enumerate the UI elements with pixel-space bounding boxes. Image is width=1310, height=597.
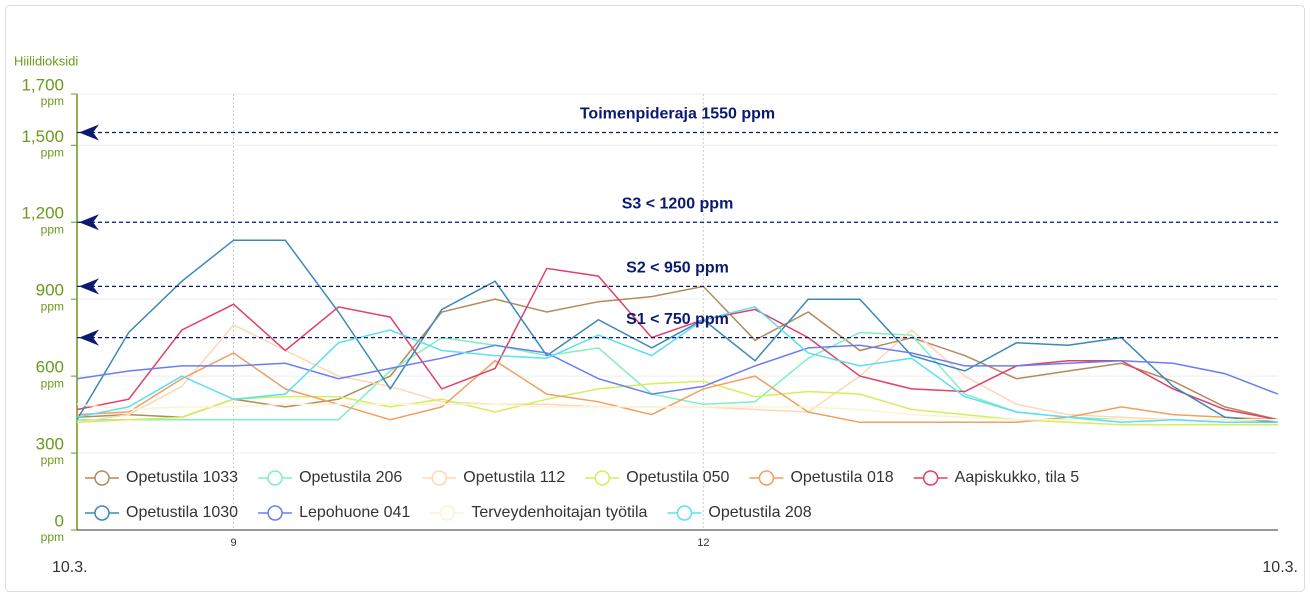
- y-tick-unit: ppm: [41, 145, 64, 159]
- threshold-arrow: [79, 214, 99, 231]
- legend-item: Aapiskukko, tila 5: [913, 469, 1080, 486]
- series-line: [76, 267, 1279, 421]
- legend-item: Opetustila 050: [585, 469, 730, 486]
- legend-marker: [267, 505, 283, 521]
- y-tick-unit: ppm: [41, 222, 64, 236]
- legend-item: Opetustila 018: [749, 469, 894, 486]
- legend-marker: [594, 470, 611, 486]
- y-tick-unit: ppm: [41, 299, 64, 313]
- legend-label: Terveydenhoitajan työtila: [471, 504, 647, 521]
- y-tick-label: 600: [36, 358, 64, 377]
- y-tick-label: 1,700: [21, 75, 64, 94]
- series-line: [76, 352, 1279, 424]
- legend-marker: [267, 470, 283, 486]
- legend-item: Opetustila 1033: [85, 469, 238, 486]
- threshold-label: S1 < 750 ppm: [626, 311, 729, 328]
- x-end-date: 10.3.: [1262, 559, 1298, 576]
- x-start-date: 10.3.: [52, 559, 88, 576]
- legend-marker: [431, 470, 448, 486]
- legend-marker: [439, 505, 456, 521]
- frame: [5, 5, 1305, 592]
- legend-item: Lepohuone 041: [258, 504, 410, 521]
- y-tick-unit: ppm: [41, 453, 64, 467]
- legend-label: Opetustila 050: [626, 469, 729, 486]
- legend-item: Opetustila 206: [258, 469, 402, 486]
- y-axis-label: Hiilidioksidi: [14, 53, 78, 68]
- series-line: [76, 344, 1279, 395]
- threshold-label: S2 < 950 ppm: [626, 260, 729, 277]
- threshold-arrow: [79, 329, 99, 346]
- legend-label: Opetustila 206: [299, 469, 402, 486]
- threshold-arrow: [79, 278, 99, 295]
- y-tick-label: 1,200: [21, 204, 64, 223]
- y-tick-unit: ppm: [41, 530, 64, 544]
- legend-marker: [676, 505, 693, 521]
- threshold-label: S3 < 1200 ppm: [622, 195, 734, 212]
- legend-marker: [758, 470, 775, 486]
- y-tick-unit: ppm: [41, 376, 64, 390]
- legend-label: Aapiskukko, tila 5: [955, 469, 1080, 486]
- y-tick-label: 0: [55, 511, 64, 530]
- legend-item: Opetustila 1030: [85, 504, 238, 521]
- x-tick-label: 9: [231, 537, 237, 549]
- series-line: [76, 403, 1278, 421]
- legend-label: Opetustila 208: [708, 504, 811, 521]
- legend-label: Opetustila 1030: [126, 504, 238, 521]
- legend-item: Terveydenhoitajan työtila: [430, 504, 648, 521]
- series-line: [76, 306, 1278, 424]
- legend-marker: [94, 505, 110, 521]
- legend-item: Opetustila 208: [667, 504, 812, 521]
- legend-item: Opetustila 112: [422, 469, 565, 486]
- threshold-arrow: [79, 124, 99, 141]
- series-line: [76, 285, 1279, 421]
- series-line: [76, 380, 1278, 426]
- y-tick-label: 300: [36, 435, 64, 454]
- legend-label: Lepohuone 041: [299, 504, 410, 521]
- legend-marker: [922, 470, 939, 486]
- series-line: [76, 239, 1279, 424]
- y-tick-label: 1,500: [21, 127, 64, 146]
- x-tick-label: 12: [697, 537, 709, 549]
- y-tick-unit: ppm: [41, 94, 64, 108]
- threshold-label: Toimenpideraja 1550 ppm: [580, 106, 775, 123]
- legend-marker: [94, 470, 110, 486]
- y-tick-label: 900: [36, 281, 64, 300]
- legend-label: Opetustila 112: [463, 469, 565, 486]
- legend-label: Opetustila 1033: [126, 469, 238, 486]
- legend-label: Opetustila 018: [790, 469, 893, 486]
